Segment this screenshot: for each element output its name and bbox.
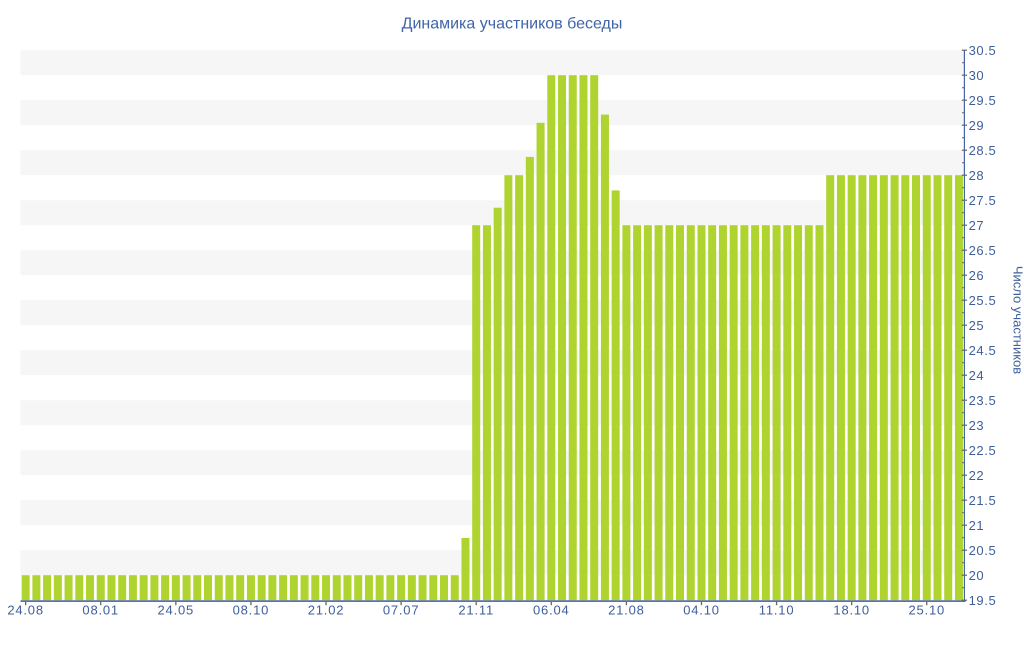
svg-text:18.10: 18.10 (833, 603, 870, 618)
svg-text:25.10: 25.10 (909, 603, 946, 618)
svg-text:26: 26 (969, 268, 985, 283)
svg-text:24: 24 (969, 368, 985, 383)
svg-text:28.5: 28.5 (969, 143, 997, 158)
svg-text:11.10: 11.10 (759, 603, 795, 618)
svg-text:21.02: 21.02 (308, 603, 345, 618)
svg-text:29: 29 (969, 118, 985, 133)
svg-text:20.5: 20.5 (969, 543, 997, 558)
svg-text:23.5: 23.5 (969, 393, 997, 408)
svg-text:23: 23 (969, 418, 985, 433)
svg-text:06.04: 06.04 (533, 603, 570, 618)
svg-text:04.10: 04.10 (683, 603, 720, 618)
svg-text:25: 25 (969, 318, 985, 333)
svg-text:20: 20 (969, 568, 985, 583)
svg-text:26.5: 26.5 (969, 243, 997, 258)
svg-text:Динамика участников беседы: Динамика участников беседы (402, 15, 623, 32)
svg-text:30: 30 (969, 68, 985, 83)
svg-text:21.5: 21.5 (969, 493, 997, 508)
svg-text:22: 22 (969, 468, 985, 483)
svg-text:07.07: 07.07 (383, 603, 420, 618)
svg-text:29.5: 29.5 (969, 93, 997, 108)
svg-text:27.5: 27.5 (969, 193, 997, 208)
svg-text:28: 28 (969, 168, 985, 183)
svg-text:21.08: 21.08 (608, 603, 645, 618)
svg-text:24.08: 24.08 (7, 603, 44, 618)
svg-text:24.5: 24.5 (969, 343, 997, 358)
svg-text:08.01: 08.01 (82, 603, 119, 618)
svg-text:22.5: 22.5 (969, 443, 997, 458)
svg-text:27: 27 (969, 218, 985, 233)
svg-text:21.11: 21.11 (458, 603, 494, 618)
svg-text:19.5: 19.5 (969, 593, 997, 608)
svg-text:21: 21 (969, 518, 985, 533)
svg-text:08.10: 08.10 (233, 603, 270, 618)
svg-text:24.05: 24.05 (158, 603, 195, 618)
svg-text:25.5: 25.5 (969, 293, 997, 308)
svg-text:30.5: 30.5 (969, 43, 997, 58)
svg-text:Число участников: Число участников (1011, 266, 1024, 374)
